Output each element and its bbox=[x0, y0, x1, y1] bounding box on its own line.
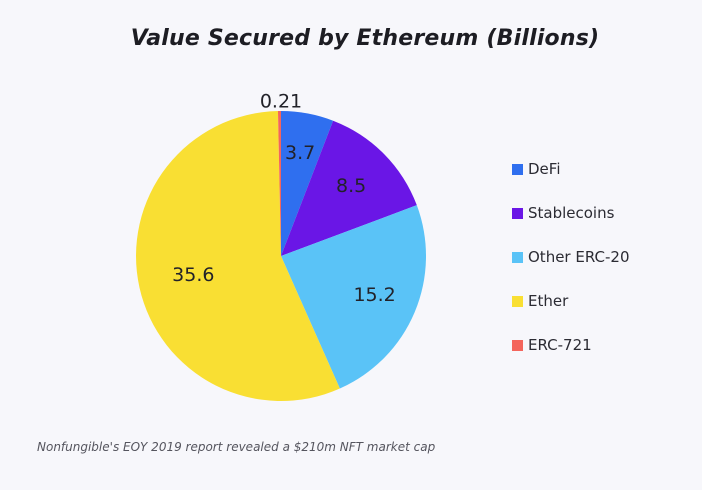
pie-slices bbox=[136, 110, 426, 401]
slice-value-label: 8.5 bbox=[336, 175, 366, 197]
legend-label: Stablecoins bbox=[528, 204, 615, 222]
legend-label: Ether bbox=[528, 292, 569, 310]
legend-swatch bbox=[512, 295, 523, 307]
legend-label: ERC-721 bbox=[528, 336, 592, 354]
legend-item: Other ERC-20 bbox=[512, 248, 629, 266]
pie-slice-stablecoins bbox=[281, 120, 417, 256]
legend-swatch bbox=[512, 163, 523, 175]
legend-item: Stablecoins bbox=[512, 204, 614, 222]
pie-value-labels: 3.7 8.5 15.2 35.6 0.21 bbox=[172, 91, 396, 306]
legend-label: Other ERC-20 bbox=[528, 248, 630, 266]
legend-item: Ether bbox=[512, 292, 568, 310]
pie-slice-defi bbox=[281, 111, 334, 256]
legend-label: DeFi bbox=[528, 160, 561, 178]
slice-value-label: 15.2 bbox=[353, 284, 395, 306]
legend-swatch bbox=[512, 251, 523, 263]
slice-value-label: 35.6 bbox=[172, 264, 214, 286]
pie-slice-other-erc-20 bbox=[281, 205, 426, 389]
slice-value-label: 3.7 bbox=[285, 142, 315, 164]
chart-title: Value Secured by Ethereum (Billions) bbox=[130, 26, 600, 51]
pie-slice-ether bbox=[136, 111, 340, 401]
legend-item: DeFi bbox=[512, 160, 560, 178]
pie-slice-erc-721 bbox=[277, 110, 281, 257]
footnote: Nonfungible's EOY 2019 report revealed a… bbox=[37, 440, 436, 454]
slice-value-label: 0.21 bbox=[260, 91, 302, 113]
legend-item: ERC-721 bbox=[512, 336, 592, 354]
legend-swatch bbox=[512, 339, 523, 351]
legend-swatch bbox=[512, 207, 523, 219]
